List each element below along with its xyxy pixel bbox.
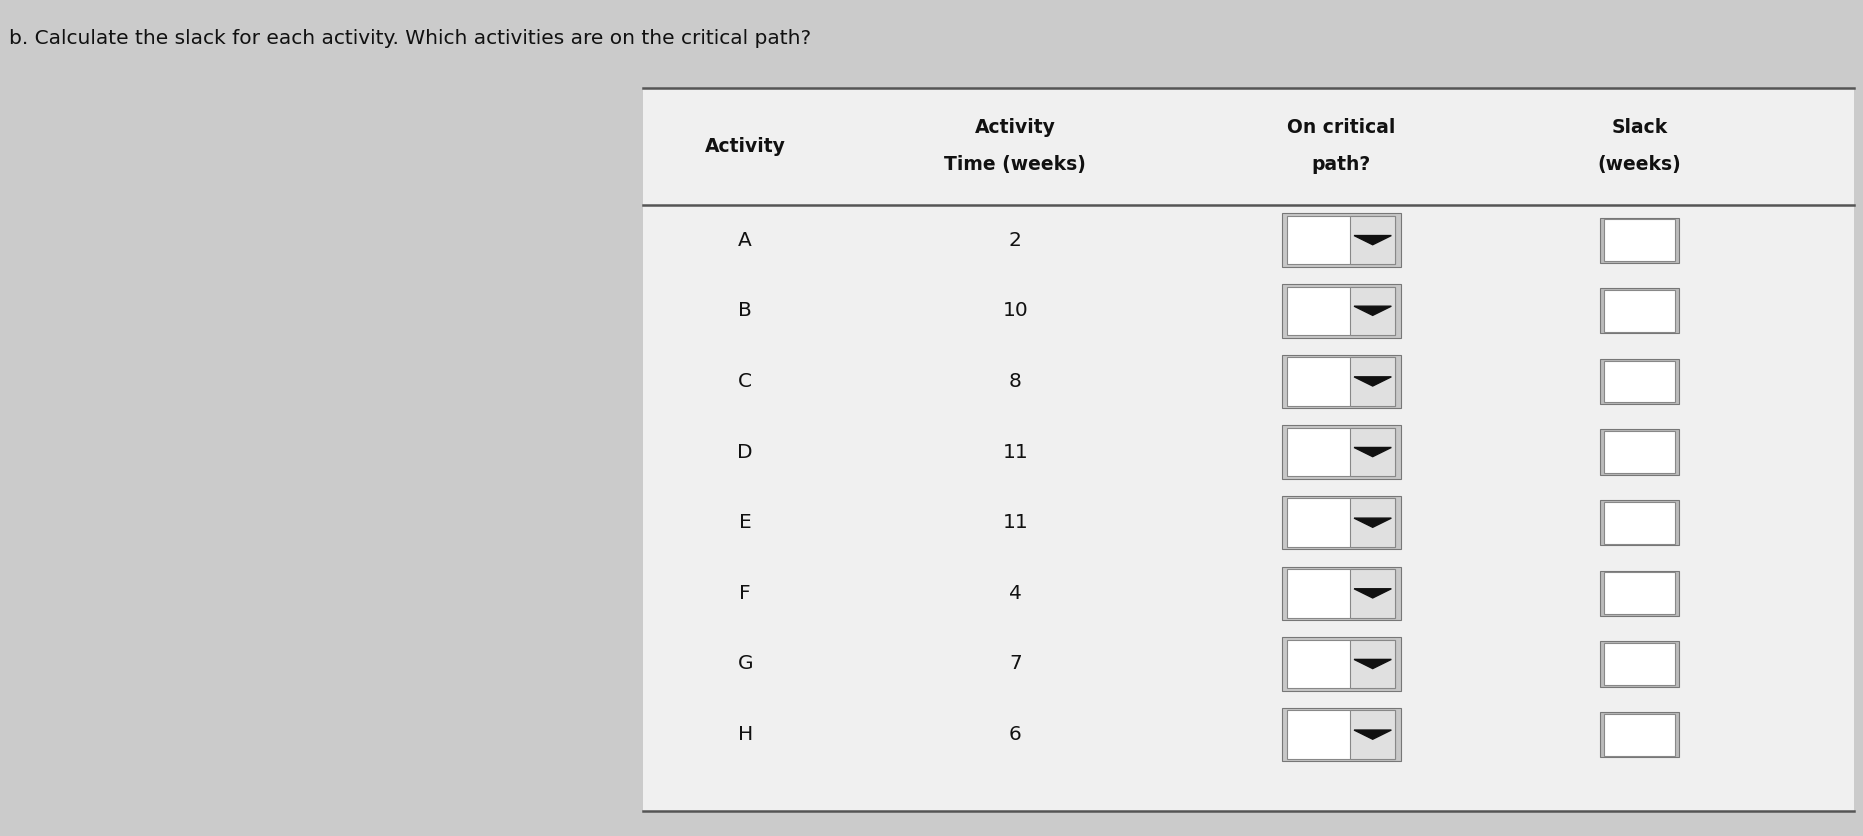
Bar — [1600, 359, 1679, 404]
Text: Time (weeks): Time (weeks) — [945, 155, 1086, 174]
Bar — [1351, 711, 1395, 759]
Text: b. Calculate the slack for each activity. Which activities are on the critical p: b. Calculate the slack for each activity… — [9, 29, 812, 48]
Bar — [1600, 430, 1679, 475]
Bar — [1600, 500, 1679, 545]
Bar — [1604, 219, 1675, 261]
Bar — [1282, 213, 1401, 267]
Text: F: F — [740, 584, 751, 603]
Polygon shape — [1354, 518, 1392, 528]
Text: B: B — [738, 301, 753, 320]
Bar — [1287, 287, 1395, 335]
Polygon shape — [1354, 730, 1392, 739]
Bar — [1282, 284, 1401, 338]
Bar — [1287, 640, 1395, 688]
Bar — [1287, 711, 1395, 759]
Polygon shape — [1354, 377, 1392, 386]
Text: 6: 6 — [1010, 725, 1021, 744]
Bar — [1600, 641, 1679, 686]
Polygon shape — [1354, 236, 1392, 245]
Bar — [1600, 712, 1679, 757]
Bar — [1600, 288, 1679, 334]
Bar — [1604, 502, 1675, 543]
Bar — [1600, 571, 1679, 616]
Text: 4: 4 — [1010, 584, 1021, 603]
Polygon shape — [1354, 660, 1392, 669]
Bar — [1351, 287, 1395, 335]
Bar — [1604, 360, 1675, 402]
Bar — [1287, 357, 1395, 405]
Text: 11: 11 — [1002, 442, 1028, 461]
Bar — [1604, 431, 1675, 473]
Text: 2: 2 — [1010, 231, 1021, 250]
Bar — [1604, 643, 1675, 685]
Bar — [1287, 498, 1395, 547]
Polygon shape — [1354, 447, 1392, 456]
Bar — [1351, 569, 1395, 618]
Bar — [1351, 428, 1395, 477]
Text: Activity: Activity — [704, 137, 786, 155]
Bar — [1282, 496, 1401, 549]
Bar — [643, 88, 1854, 811]
Bar — [1604, 573, 1675, 614]
Text: G: G — [738, 655, 753, 674]
Bar — [1351, 357, 1395, 405]
Bar — [1351, 216, 1395, 264]
Text: 11: 11 — [1002, 513, 1028, 533]
Text: H: H — [738, 725, 753, 744]
Polygon shape — [1354, 306, 1392, 315]
Bar — [1604, 714, 1675, 756]
Text: 10: 10 — [1002, 301, 1028, 320]
Bar — [1287, 428, 1395, 477]
Text: 8: 8 — [1010, 372, 1021, 391]
Bar — [1282, 426, 1401, 479]
Bar — [1282, 567, 1401, 620]
Text: 7: 7 — [1010, 655, 1021, 674]
Text: path?: path? — [1312, 155, 1371, 174]
Bar — [1604, 290, 1675, 332]
Bar — [1351, 640, 1395, 688]
Text: C: C — [738, 372, 753, 391]
Text: Slack: Slack — [1611, 119, 1667, 137]
Bar — [1287, 216, 1395, 264]
Bar — [1351, 498, 1395, 547]
Bar — [1600, 217, 1679, 263]
Text: (weeks): (weeks) — [1598, 155, 1680, 174]
Text: D: D — [738, 442, 753, 461]
Text: Activity: Activity — [974, 119, 1056, 137]
Text: E: E — [740, 513, 751, 533]
Bar — [1282, 354, 1401, 408]
Bar — [1282, 708, 1401, 762]
Polygon shape — [1354, 589, 1392, 598]
Bar — [1282, 637, 1401, 691]
Text: A: A — [738, 231, 753, 250]
Text: On critical: On critical — [1287, 119, 1395, 137]
Bar — [1287, 569, 1395, 618]
